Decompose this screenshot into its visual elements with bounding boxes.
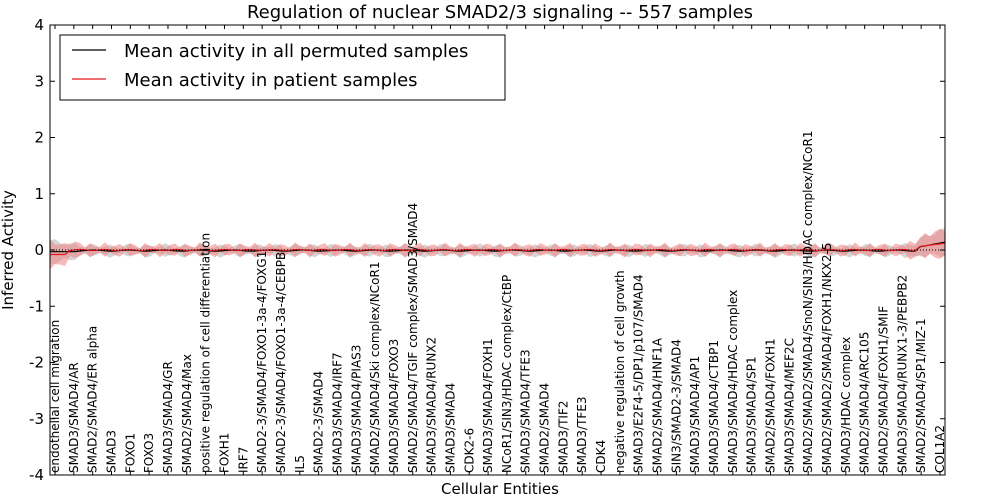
entity-label: IRF7 <box>236 447 250 473</box>
y-tick-label: 0 <box>34 241 44 259</box>
band-patient <box>50 228 945 270</box>
entity-label: COL1A2 <box>933 425 947 473</box>
y-tick-label: -3 <box>29 410 44 428</box>
entity-label: SMAD3/SMAD4/SP1 <box>745 356 759 473</box>
entity-label: CDK4 <box>594 440 608 473</box>
entity-label: SMAD3/SMAD4/RUNX2 <box>425 337 439 473</box>
entity-label: SMAD3/SMAD4/TFE3 <box>519 349 533 473</box>
entity-label: SMAD2/SMAD4/TGIF complex/SMAD3/SMAD4 <box>406 203 420 473</box>
entity-label: SMAD2/SMAD4 <box>538 383 552 473</box>
legend-box <box>59 34 506 101</box>
entity-label: SMAD2/SMAD4/ARC105 <box>858 332 872 473</box>
y-axis-ticks: -4 -3 -2 -1 0 1 2 3 4 <box>29 16 945 484</box>
entity-label: SMAD2/SMAD4/SP1/MIZ-1 <box>914 318 928 473</box>
entity-label: SMAD3/SMAD4/FOXO3 <box>387 339 401 473</box>
entity-label: CDK2-6 <box>462 428 476 473</box>
entity-label: SIN3/SMAD2-3/SMAD4 <box>669 339 683 473</box>
entity-label: SMAD3/SMAD4/IRF7 <box>330 352 344 473</box>
entity-label: SMAD3 <box>104 430 118 473</box>
y-axis-title: Inferred Activity <box>0 190 17 310</box>
entity-label: SMAD2/SMAD4/FOXH1/SMIF <box>877 306 891 473</box>
entity-label: SMAD2/SMAD4/HNF1A <box>651 337 665 473</box>
entity-label: SMAD3/E2F4-5/DP1/p107/SMAD4 <box>632 274 646 473</box>
entity-label: FOXO1 <box>123 433 137 473</box>
entity-label: SMAD2-3/SMAD4/FOXO1-3a-4/FOXG1 <box>255 251 269 473</box>
y-tick-label: 3 <box>34 72 44 90</box>
entity-label: SMAD2/SMAD4/FOXH1 <box>764 338 778 473</box>
y-tick-label: -1 <box>29 297 44 315</box>
chart-title: Regulation of nuclear SMAD2/3 signaling … <box>247 2 753 23</box>
legend-label-patient: Mean activity in patient samples <box>124 70 418 91</box>
y-tick-label: 4 <box>34 16 44 34</box>
entity-label: SMAD2/SMAD4/Ski complex/NCoR1 <box>368 262 382 473</box>
y-tick-label: -4 <box>29 466 44 484</box>
entity-label: IL5 <box>293 455 307 473</box>
entity-label: positive regulation of cell differentiat… <box>199 233 213 473</box>
entity-label: SMAD3/SMAD4/HDAC complex <box>726 290 740 473</box>
entity-label: SMAD3/SMAD4/PIAS3 <box>349 345 363 473</box>
entity-label: FOXO3 <box>142 433 156 473</box>
entity-label: SMAD3/SMAD4/FOXH1 <box>481 338 495 473</box>
entity-label: SMAD3/SMAD4/MEF2C <box>782 338 796 473</box>
x-axis-ticks <box>54 25 941 475</box>
entity-label: endothelial cell migration <box>48 320 62 473</box>
entity-label: SMAD3/SMAD4/GR <box>161 361 175 473</box>
entity-label: SMAD2-3/SMAD4 <box>312 371 326 473</box>
entity-label: SMAD2/SMAD4/Max <box>180 354 194 473</box>
entity-label: SMAD3/SMAD4/CTBP1 <box>707 340 721 473</box>
x-axis-title: Cellular Entities <box>441 480 559 498</box>
entity-label: SMAD2-3/SMAD4/FOXO1-3a-4/CEBPB <box>274 252 288 473</box>
entity-label: SMAD3/TFE3 <box>575 396 589 473</box>
legend: Mean activity in all permuted samples Me… <box>59 34 506 101</box>
entity-label: SMAD3/SMAD4/AP1 <box>688 356 702 473</box>
entity-label: SMAD3/TIF2 <box>556 400 570 473</box>
entity-label: negative regulation of cell growth <box>613 270 627 473</box>
entity-label: FOXH1 <box>217 433 231 473</box>
entity-label: SMAD2/SMAD4/ER alpha <box>86 326 100 473</box>
y-tick-label: 1 <box>34 185 44 203</box>
y-tick-label: -2 <box>29 354 44 372</box>
legend-label-permuted: Mean activity in all permuted samples <box>124 41 468 62</box>
entity-label: SMAD2/SMAD2/SMAD4/SnoN/SIN3/HDAC complex… <box>801 131 815 473</box>
entity-label: SMAD3/SMAD4/RUNX1-3/PEBPB2 <box>895 275 909 473</box>
entity-label: SMAD3/SMAD4/AR <box>67 362 81 473</box>
entity-label: SMAD3/SMAD4 <box>443 383 457 473</box>
entity-label: SMAD2/SMAD2/SMAD4/FOXH1/NKX2-5 <box>820 243 834 473</box>
entity-labels: endothelial cell migration SMAD3/SMAD4/AR… <box>48 131 947 473</box>
entity-label: SMAD3/HDAC complex <box>839 337 853 473</box>
y-tick-label: 2 <box>34 129 44 147</box>
confidence-bands <box>50 228 945 270</box>
entity-label: NCoR1/SIN3/HDAC complex/CtBP <box>500 275 514 473</box>
